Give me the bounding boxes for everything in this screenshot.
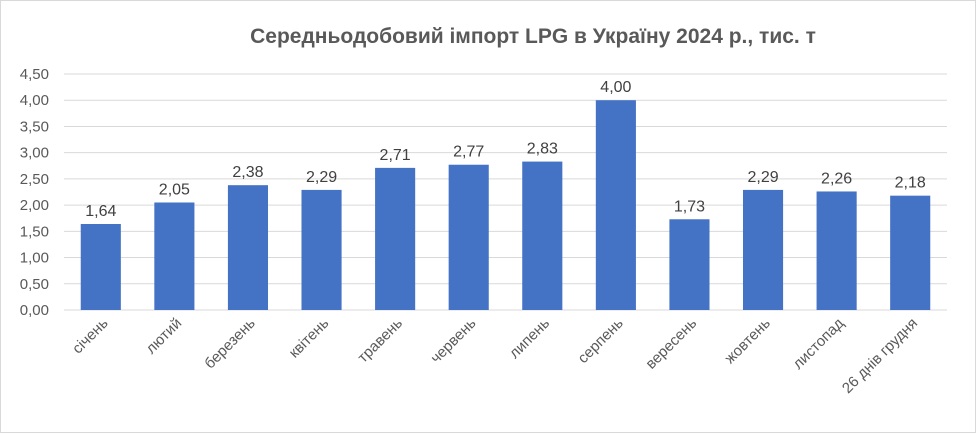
data-label: 2,71 xyxy=(380,147,411,164)
x-tick-label: вересень xyxy=(642,315,700,373)
y-tick-label: 1,50 xyxy=(20,223,49,240)
gridlines xyxy=(64,73,947,311)
bar xyxy=(375,167,416,310)
bar xyxy=(154,202,195,310)
data-labels: 1,64 2,05 2,38 2,29 2,71 2,77 2,83 4,00 1,73 2,29… xyxy=(85,79,926,220)
y-tick-label: 3,00 xyxy=(20,145,49,162)
y-axis-ticks: 0,00 0,50 1,00 1,50 2,00 2,50 3,00 3,50 4,00 4,50 xyxy=(20,66,49,319)
bar xyxy=(227,185,269,310)
y-tick-label: 4,50 xyxy=(20,66,49,83)
y-tick-label: 0,50 xyxy=(20,276,49,293)
bar xyxy=(742,189,784,310)
x-tick-label: квітень xyxy=(286,315,333,362)
y-tick-label: 2,50 xyxy=(20,171,49,188)
bar xyxy=(669,219,710,310)
x-tick-label: січень xyxy=(69,315,112,358)
x-tick-label: лютий xyxy=(143,315,186,358)
x-tick-label: травень xyxy=(354,315,406,367)
bar xyxy=(890,195,931,310)
data-label: 2,29 xyxy=(747,169,778,186)
x-axis-ticks: січень лютий березень квітень травень червень… xyxy=(69,315,921,397)
x-tick-label: червень xyxy=(427,315,479,367)
bar xyxy=(448,164,489,310)
data-label: 2,83 xyxy=(527,141,558,158)
data-label: 2,05 xyxy=(159,181,190,198)
x-tick-label: 26 днів грудня xyxy=(839,315,921,397)
x-tick-label: серпень xyxy=(575,315,627,367)
bars xyxy=(80,100,931,310)
bar xyxy=(80,223,121,310)
x-tick-label: жовтень xyxy=(721,315,774,368)
y-tick-label: 4,00 xyxy=(20,92,49,109)
x-tick-label: липень xyxy=(506,315,553,362)
y-tick-label: 0,00 xyxy=(20,302,49,319)
y-tick-label: 3,50 xyxy=(20,118,49,135)
chart-title: Середньодобовий імпорт LPG в Україну 202… xyxy=(250,25,816,48)
y-tick-label: 1,00 xyxy=(20,250,49,267)
x-tick-label: березень xyxy=(201,315,259,373)
data-label: 1,64 xyxy=(85,203,116,220)
data-label: 1,73 xyxy=(674,198,705,215)
data-label: 2,26 xyxy=(821,170,852,187)
data-label: 2,29 xyxy=(306,169,337,186)
data-label: 2,38 xyxy=(232,164,263,181)
data-label: 2,77 xyxy=(453,144,484,161)
y-tick-label: 2,00 xyxy=(20,197,49,214)
bar xyxy=(301,189,342,310)
data-label: 2,18 xyxy=(895,175,926,192)
x-tick-label: листопад xyxy=(790,315,848,373)
bar xyxy=(816,191,857,310)
bar xyxy=(522,161,563,310)
data-label: 4,00 xyxy=(600,79,631,96)
bar xyxy=(595,100,636,310)
